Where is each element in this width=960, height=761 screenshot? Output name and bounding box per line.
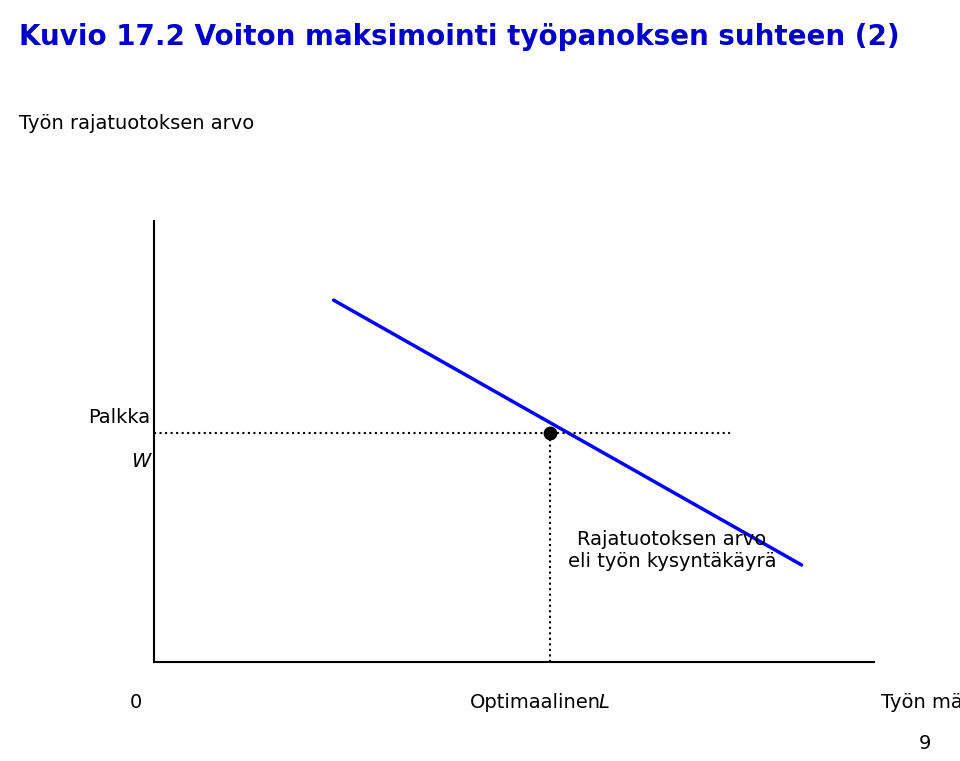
- Text: L: L: [598, 693, 609, 712]
- Text: Työn rajatuotoksen arvo: Työn rajatuotoksen arvo: [19, 114, 254, 133]
- Text: 0: 0: [130, 693, 142, 712]
- Text: Työn määrä: Työn määrä: [881, 693, 960, 712]
- Text: Optimaalinen: Optimaalinen: [469, 693, 601, 712]
- Text: Palkka: Palkka: [88, 408, 150, 427]
- Text: Rajatuotoksen arvo
eli työn kysyntäkäyrä: Rajatuotoksen arvo eli työn kysyntäkäyrä: [567, 530, 777, 571]
- Point: [541, 426, 557, 438]
- Text: 9: 9: [919, 734, 931, 753]
- Text: Kuvio 17.2 Voiton maksimointi työpanoksen suhteen (2): Kuvio 17.2 Voiton maksimointi työpanokse…: [19, 23, 900, 51]
- Text: W: W: [131, 452, 150, 471]
